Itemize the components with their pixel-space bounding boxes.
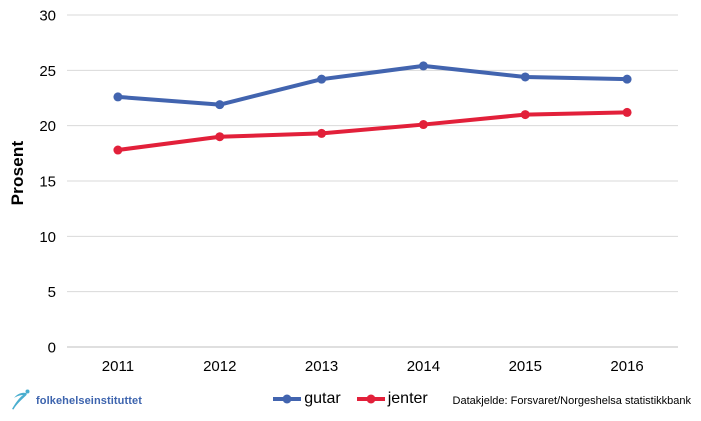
x-tick-label: 2011	[102, 358, 134, 375]
data-point-jenter	[215, 132, 225, 142]
y-axis-label: Prosent	[8, 140, 27, 206]
y-tick-label: 30	[39, 8, 56, 25]
x-tick-label: 2015	[509, 358, 542, 375]
data-point-jenter	[622, 107, 632, 117]
y-tick-label: 5	[48, 284, 56, 301]
logo-text: folkehelseinstituttet	[36, 395, 143, 407]
x-tick-label: 2013	[305, 358, 338, 375]
jenter-line-marker-icon	[356, 394, 385, 404]
folkehelseinstituttet-figure-icon	[12, 389, 30, 410]
y-tick-label: 15	[39, 174, 56, 191]
data-point-jenter	[317, 128, 327, 138]
y-tick-label: 25	[39, 63, 56, 80]
data-point-gutar	[215, 100, 225, 110]
data-source-note: Datakjelde: Forsvaret/Norgeshelsa statis…	[452, 395, 691, 407]
data-point-gutar	[418, 61, 428, 71]
x-tick-label: 2014	[407, 358, 440, 375]
data-point-gutar	[622, 74, 632, 84]
x-tick-label: 2016	[610, 358, 643, 375]
y-tick-label: 0	[48, 340, 56, 357]
series-line-jenter	[115, 110, 630, 153]
data-point-jenter	[520, 110, 530, 120]
legend-item-gutar[interactable]: gutar	[273, 390, 341, 408]
x-tick-label: 2012	[203, 358, 236, 375]
y-tick-label: 10	[39, 229, 56, 246]
data-point-jenter	[113, 145, 123, 155]
chart-plot-area: 0 5 10 15 20 25 30 2011 2012 2013 2014 2015 2016	[39, 8, 678, 375]
series-line-gutar	[115, 63, 630, 107]
legend-label-jenter: jenter	[387, 390, 428, 407]
data-point-jenter	[418, 120, 428, 130]
gutar-line-marker-icon	[273, 394, 302, 404]
legend: gutar jenter	[0, 390, 701, 408]
legend-item-jenter[interactable]: jenter	[356, 390, 428, 408]
data-point-gutar	[520, 72, 530, 82]
data-point-gutar	[113, 92, 123, 102]
folkehelseinstituttet-logo: folkehelseinstituttet	[8, 388, 142, 414]
legend-label-gutar: gutar	[304, 390, 341, 407]
y-tick-label: 20	[39, 118, 56, 135]
data-point-gutar	[317, 74, 327, 84]
